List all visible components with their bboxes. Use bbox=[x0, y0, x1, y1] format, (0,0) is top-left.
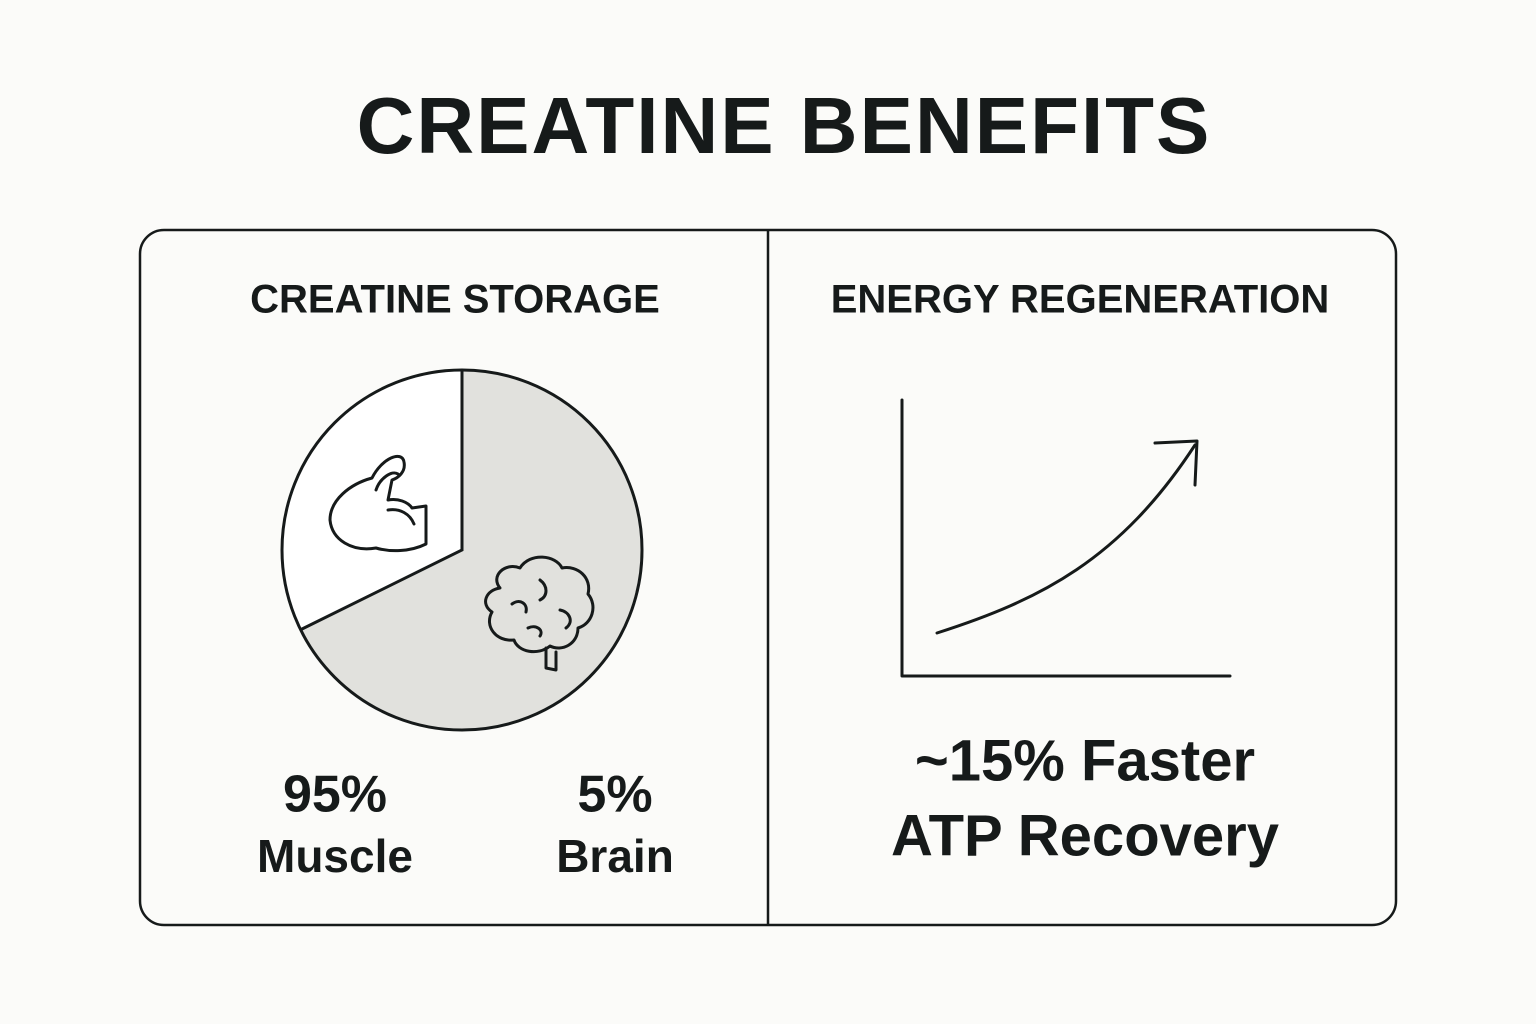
brain-icon bbox=[484, 555, 595, 672]
caption-line: ATP Recovery bbox=[891, 803, 1279, 868]
muscle-icon bbox=[328, 455, 428, 553]
stat-label: Brain bbox=[556, 830, 674, 882]
stat-value: 95% bbox=[283, 766, 387, 824]
caption-line: ~15% Faster bbox=[915, 728, 1255, 793]
pie-illustration bbox=[280, 368, 644, 732]
panel-title: CREATINE STORAGE bbox=[250, 278, 660, 322]
pie-gray bbox=[300, 370, 642, 730]
main-title: CREATINE BENEFITS bbox=[357, 81, 1212, 170]
stat-label: Muscle bbox=[257, 830, 413, 882]
stat-value: 5% bbox=[577, 766, 652, 824]
pie-divider bbox=[299, 370, 464, 632]
growth-chart-icon bbox=[900, 398, 1232, 678]
panel-title: ENERGY REGENERATION bbox=[831, 278, 1330, 322]
